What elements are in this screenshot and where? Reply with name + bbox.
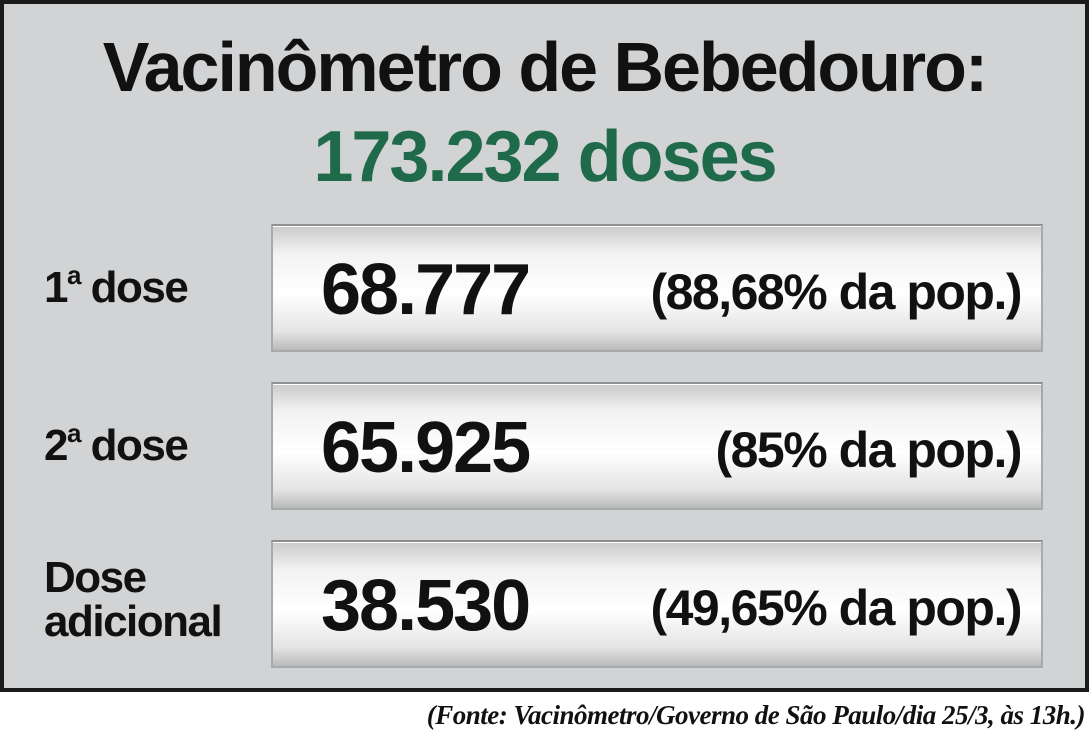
total-doses: 173.232 doses: [313, 117, 777, 197]
vaccine-panel: Vacinômetro de Bebedouro: 173.232 doses …: [0, 0, 1089, 692]
first-dose-value: 68.777: [321, 250, 531, 330]
source-caption: (Fonte: Vacinômetro/Governo de São Paulo…: [426, 700, 1086, 730]
row-label-additional-dose: Dose adicional: [44, 553, 223, 646]
row-label-second-dose: 2a dose: [44, 418, 189, 470]
first-dose-percent: (88,68% da pop.): [650, 264, 1022, 320]
row-label-line-2: adicional: [44, 597, 223, 646]
row-label-first-dose: 1a dose: [44, 260, 189, 312]
additional-dose-box: 38.530 (49,65% da pop.): [271, 540, 1043, 668]
additional-dose-value: 38.530: [321, 566, 531, 646]
page-title: Vacinômetro de Bebedouro:: [102, 28, 988, 106]
second-dose-value: 65.925: [321, 408, 531, 488]
second-dose-percent: (85% da pop.): [715, 422, 1022, 478]
additional-dose-percent: (49,65% da pop.): [650, 580, 1022, 636]
second-dose-box: 65.925 (85% da pop.): [271, 382, 1043, 510]
first-dose-box: 68.777 (88,68% da pop.): [271, 224, 1043, 352]
row-label-line-1: Dose: [44, 553, 147, 602]
